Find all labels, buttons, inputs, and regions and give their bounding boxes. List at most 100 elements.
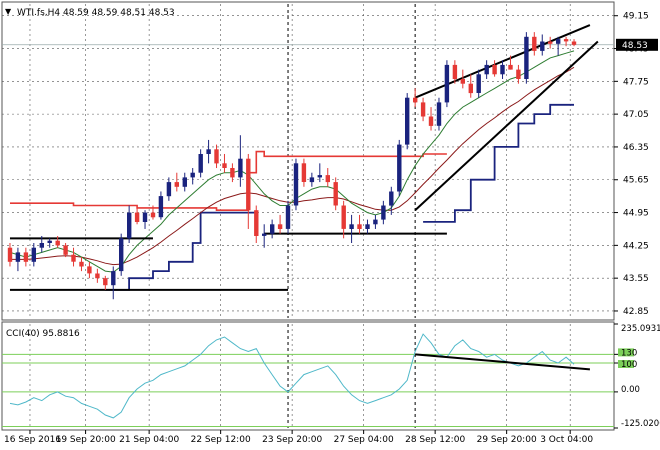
cci-level-badge	[618, 360, 634, 368]
candle-body	[270, 224, 275, 234]
candle-body	[309, 177, 315, 183]
time-tick-label: 19 Sep 20:00	[56, 435, 116, 445]
candle-body	[63, 245, 68, 255]
candle-body	[150, 212, 156, 218]
ma-fast-line	[9, 50, 575, 273]
header-triangle-icon: ▼	[5, 7, 12, 16]
candle-body	[166, 182, 172, 197]
candle-body	[95, 273, 100, 279]
cci-trend-line	[415, 353, 591, 371]
blue-channel-line-2	[423, 103, 574, 223]
time-tick-label: 29 Sep 20:00	[477, 435, 537, 445]
time-tick-label: 3 Oct 04:00	[540, 435, 593, 445]
candle-body	[405, 97, 410, 145]
candle-body	[365, 224, 370, 229]
candle-body	[349, 224, 354, 229]
price-tick-label: 44.25	[623, 241, 649, 251]
candle-body	[452, 64, 458, 79]
candle-body	[381, 205, 386, 220]
cci-tick-label: -125.0206	[621, 419, 660, 429]
candle-body	[420, 102, 426, 117]
candle-body	[428, 116, 434, 126]
candle-body	[373, 219, 378, 225]
candle-body	[158, 196, 164, 218]
indicator-panel-frame	[1, 321, 615, 431]
candle-body	[103, 278, 108, 286]
candle-body	[277, 224, 283, 229]
candle-body	[532, 36, 537, 51]
candle-body	[484, 64, 489, 75]
candle-body	[563, 39, 569, 42]
candle-body	[230, 168, 235, 178]
candle-body	[397, 144, 402, 192]
candle-body	[190, 172, 195, 178]
price-tick-label: 46.35	[623, 143, 649, 153]
candle-body	[127, 212, 132, 239]
candle-body	[174, 182, 179, 187]
candle-body	[238, 158, 243, 178]
candle-body	[556, 39, 561, 44]
candle-body	[246, 158, 251, 211]
candle-body	[357, 224, 362, 229]
time-tick-label: 21 Sep 04:00	[119, 435, 179, 445]
cci-title: CCI(40) 95.8816	[6, 329, 80, 339]
symbol-header: WTI.fs,H4 48.59 48.59 48.51 48.53	[17, 8, 175, 18]
cci-tick-label: 100	[621, 360, 637, 370]
candle-body	[317, 175, 322, 178]
time-tick-label: 22 Sep 12:00	[191, 435, 251, 445]
candle-body	[325, 175, 330, 183]
candle-body	[39, 243, 44, 248]
price-axis-ticks: 49.1548.4547.7547.0546.3545.6544.9544.25…	[614, 12, 649, 317]
candle-body	[262, 233, 267, 236]
price-tick-label: 45.65	[623, 176, 649, 186]
cci-series	[9, 333, 591, 419]
candle-body	[119, 238, 124, 272]
candle-body	[476, 74, 481, 93]
time-tick-label: 16 Sep 2016	[4, 435, 61, 445]
candle-body	[55, 240, 60, 246]
candle-body	[293, 163, 299, 206]
candle-body	[222, 163, 227, 168]
candle-body	[492, 64, 497, 75]
cci-line	[9, 333, 575, 419]
candle-body	[413, 97, 418, 103]
price-panel-frame	[1, 1, 615, 321]
candle-body	[79, 261, 84, 267]
candle-body	[548, 41, 553, 44]
candle-body	[214, 149, 219, 164]
candle-body	[182, 177, 187, 187]
candles	[7, 32, 577, 300]
candle-body	[7, 247, 13, 262]
candle-body	[500, 64, 505, 75]
current-price-label: 48.53	[622, 41, 648, 51]
candle-body	[47, 240, 52, 243]
price-tick-label: 42.85	[623, 307, 649, 317]
candle-body	[460, 79, 465, 84]
candle-body	[516, 69, 521, 79]
cci-axis-ticks: 235.0931 130 100 0.00 -125.0206	[614, 323, 660, 429]
candle-body	[333, 182, 338, 206]
candle-body	[508, 64, 513, 70]
candle-body	[285, 205, 291, 229]
candle-body	[87, 266, 92, 274]
candle-body	[524, 36, 529, 79]
candle-body	[23, 252, 29, 262]
cci-tick-label: 0.00	[621, 385, 640, 395]
candle-body	[444, 64, 450, 103]
price-tick-label: 47.05	[623, 110, 649, 120]
price-tick-label: 47.75	[623, 77, 649, 87]
candle-body	[389, 191, 394, 206]
cci-tick-label: 130	[621, 348, 637, 358]
candle-body	[142, 212, 148, 222]
time-tick-label: 28 Sep 12:00	[405, 435, 465, 445]
cci-tick-label: 235.0931	[621, 324, 660, 334]
candle-body	[198, 154, 203, 173]
price-tick-label: 49.15	[623, 12, 649, 22]
candle-body	[540, 41, 545, 51]
candle-body	[254, 210, 259, 236]
time-tick-label: 27 Sep 04:00	[334, 435, 394, 445]
candle-body	[15, 252, 21, 262]
candle-body	[341, 205, 346, 229]
